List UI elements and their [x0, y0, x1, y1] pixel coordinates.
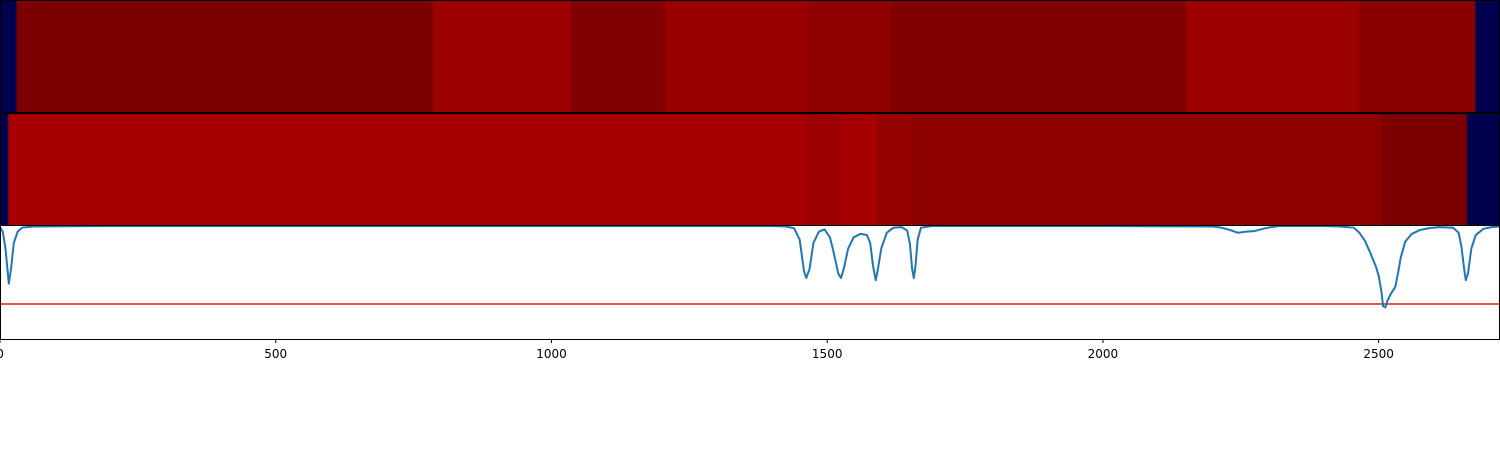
heatmap-cell-1-4 — [570, 1, 666, 112]
x-tick-label-1000: 1000 — [536, 347, 567, 361]
line-plot-panel — [0, 226, 1500, 309]
heatmap-cell-2-7 — [1381, 114, 1468, 225]
heatmap-cell-1-7 — [890, 1, 1187, 112]
heatmap-cell-1-6 — [807, 1, 892, 112]
heatmap-cell-2-1 — [0, 114, 9, 225]
x-tick-label-1500: 1500 — [812, 347, 843, 361]
heatmap-cell-2-3 — [805, 114, 842, 225]
heatmap-bottom — [0, 114, 1500, 225]
heatmap-cell-1-8 — [1185, 1, 1360, 112]
heatmap-cell-1-1 — [0, 1, 18, 112]
heatmap-cell-1-2 — [16, 1, 434, 112]
heatmap-cell-1-10 — [1475, 1, 1500, 112]
heatmap-cell-2-6 — [912, 114, 1382, 225]
x-tick-label-500: 500 — [264, 347, 287, 361]
heatmap-cell-1-3 — [432, 1, 572, 112]
heatmap-cell-2-2 — [8, 114, 806, 225]
axes-frame-3 — [0, 225, 1500, 340]
heatmap-cell-2-5 — [876, 114, 914, 225]
heatmap-cell-2-4 — [840, 114, 878, 225]
x-tick-label-2000: 2000 — [1088, 347, 1119, 361]
x-tick-label-0: 0 — [0, 347, 4, 361]
heatmap-cell-1-9 — [1359, 1, 1476, 112]
x-tick-label-2500: 2500 — [1363, 347, 1394, 361]
x-axis-ticks: 0 500 1000 1500 2000 2500 — [0, 339, 1394, 361]
heatmap-cell-1-5 — [664, 1, 809, 112]
heatmap-cell-2-8 — [1466, 114, 1500, 225]
heatmap-top — [0, 1, 1500, 112]
series-line — [0, 226, 1500, 309]
